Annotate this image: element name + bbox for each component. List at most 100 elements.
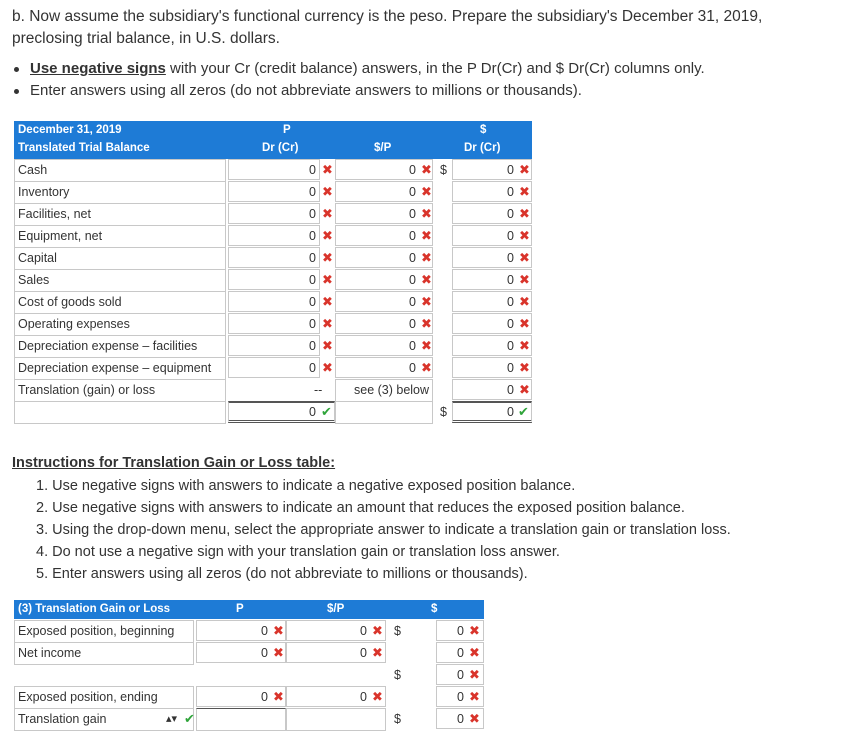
- x-mark-icon: ✖: [421, 184, 432, 199]
- p-amount-input[interactable]: [196, 642, 286, 663]
- dollar-amount-input[interactable]: [436, 664, 484, 685]
- p-amount-input[interactable]: [228, 313, 320, 334]
- x-mark-icon: ✖: [519, 250, 530, 265]
- instructions-title: Instructions for Translation Gain or Los…: [12, 455, 336, 471]
- dollar-amount-input[interactable]: [452, 247, 532, 268]
- rate-blank-cell: [286, 708, 386, 731]
- x-mark-icon: ✖: [469, 667, 480, 682]
- rate-value: 0: [409, 273, 416, 287]
- dollar-amount-input[interactable]: [452, 225, 532, 246]
- p-amount-value: 0: [309, 317, 316, 331]
- dollar-amount-input[interactable]: [452, 357, 532, 378]
- x-mark-icon: ✖: [469, 645, 480, 660]
- dollar-amount-value: 0: [457, 646, 464, 660]
- bullet-bold-text: Use negative signs: [30, 60, 166, 77]
- rate-input[interactable]: [335, 225, 433, 246]
- dollar-amount-input[interactable]: [452, 291, 532, 312]
- dollar-total-input[interactable]: [452, 401, 532, 423]
- dollar-amount-input[interactable]: [452, 203, 532, 224]
- rate-value: 0: [360, 646, 367, 660]
- gain-row-label: Exposed position, beginning: [14, 620, 194, 643]
- x-mark-icon: ✖: [322, 206, 333, 221]
- translation-gain-dropdown[interactable]: Translation gain: [14, 708, 194, 731]
- instruction-item: 2. Use negative signs with answers to in…: [36, 500, 685, 516]
- p-amount-input[interactable]: [228, 203, 320, 224]
- trial-row-label: Facilities, net: [14, 203, 226, 226]
- p-blank-cell: [196, 708, 286, 731]
- x-mark-icon: ✖: [322, 162, 333, 177]
- rate-input[interactable]: [335, 313, 433, 334]
- dollar-amount-input[interactable]: [452, 159, 532, 180]
- x-mark-icon: ✖: [273, 645, 284, 660]
- x-mark-icon: ✖: [322, 250, 333, 265]
- trial-row-label: Translation (gain) or loss: [14, 379, 226, 402]
- dollar-amount-input[interactable]: [452, 335, 532, 356]
- rate-input[interactable]: [335, 203, 433, 224]
- dollar-sign: $: [394, 624, 401, 638]
- dollar-amount-value: 0: [507, 207, 514, 221]
- rate-input[interactable]: [286, 642, 386, 663]
- see-below-text: see (3) below: [354, 383, 430, 397]
- x-mark-icon: ✖: [469, 711, 480, 726]
- dollar-amount-input[interactable]: [436, 642, 484, 663]
- p-amount-input[interactable]: [196, 620, 286, 641]
- trial-row-label: Inventory: [14, 181, 226, 204]
- p-amount-input[interactable]: [228, 159, 320, 180]
- p-amount-input[interactable]: [228, 335, 320, 356]
- p-amount-input[interactable]: [228, 357, 320, 378]
- rate-input[interactable]: [335, 159, 433, 180]
- x-mark-icon: ✖: [519, 228, 530, 243]
- x-mark-icon: ✖: [322, 294, 333, 309]
- dollar-amount-input[interactable]: [452, 181, 532, 202]
- dollar-sign: $: [394, 668, 401, 682]
- check-mark-icon: ✔: [184, 711, 195, 726]
- rate-input[interactable]: [335, 247, 433, 268]
- dollar-amount-input[interactable]: [452, 379, 532, 400]
- rate-input[interactable]: [286, 620, 386, 641]
- p-amount-input[interactable]: [228, 291, 320, 312]
- p-total-input[interactable]: [228, 401, 335, 423]
- dollar-amount-input[interactable]: [436, 620, 484, 641]
- trial-header-d-drcr: Dr (Cr): [464, 142, 501, 154]
- rate-value: 0: [409, 207, 416, 221]
- rate-value: 0: [409, 339, 416, 353]
- p-amount-input[interactable]: [228, 269, 320, 290]
- p-amount-input[interactable]: [228, 225, 320, 246]
- trial-row-label: Cost of goods sold: [14, 291, 226, 314]
- rate-input[interactable]: [286, 686, 386, 707]
- instruction-item: 5. Enter answers using all zeros (do not…: [36, 566, 528, 582]
- dollar-amount-value: 0: [507, 273, 514, 287]
- p-amount-input[interactable]: [196, 686, 286, 707]
- dollar-amount-input[interactable]: [436, 708, 484, 729]
- x-mark-icon: ✖: [372, 645, 383, 660]
- total-row-label: [14, 401, 226, 424]
- dollar-amount-input[interactable]: [452, 313, 532, 334]
- dollar-sign: $: [394, 712, 401, 726]
- x-mark-icon: ✖: [519, 272, 530, 287]
- p-amount-value: 0: [309, 361, 316, 375]
- trial-header: December 31, 2019 Translated Trial Balan…: [14, 121, 532, 159]
- gain-header: (3) Translation Gain or Loss P $/P $: [14, 600, 484, 619]
- trial-header-p: P: [283, 124, 291, 136]
- check-mark-icon: ✔: [518, 404, 529, 419]
- updown-arrow-icon[interactable]: ▴▾: [166, 713, 178, 725]
- rate-input[interactable]: [335, 291, 433, 312]
- rate-input[interactable]: [335, 269, 433, 290]
- trial-header-rate: $/P: [374, 142, 392, 154]
- p-amount-value: 0: [309, 229, 316, 243]
- rate-input[interactable]: [335, 181, 433, 202]
- rate-input[interactable]: [335, 357, 433, 378]
- x-mark-icon: ✖: [519, 338, 530, 353]
- x-mark-icon: ✖: [421, 360, 432, 375]
- rate-value: 0: [409, 163, 416, 177]
- rate-value: 0: [409, 229, 416, 243]
- x-mark-icon: ✖: [322, 316, 333, 331]
- dollar-amount-input[interactable]: [452, 269, 532, 290]
- p-amount-input[interactable]: [228, 247, 320, 268]
- gain-row-label: Net income: [14, 642, 194, 665]
- x-mark-icon: ✖: [421, 162, 432, 177]
- x-mark-icon: ✖: [469, 689, 480, 704]
- dollar-amount-input[interactable]: [436, 686, 484, 707]
- rate-input[interactable]: [335, 335, 433, 356]
- p-amount-input[interactable]: [228, 181, 320, 202]
